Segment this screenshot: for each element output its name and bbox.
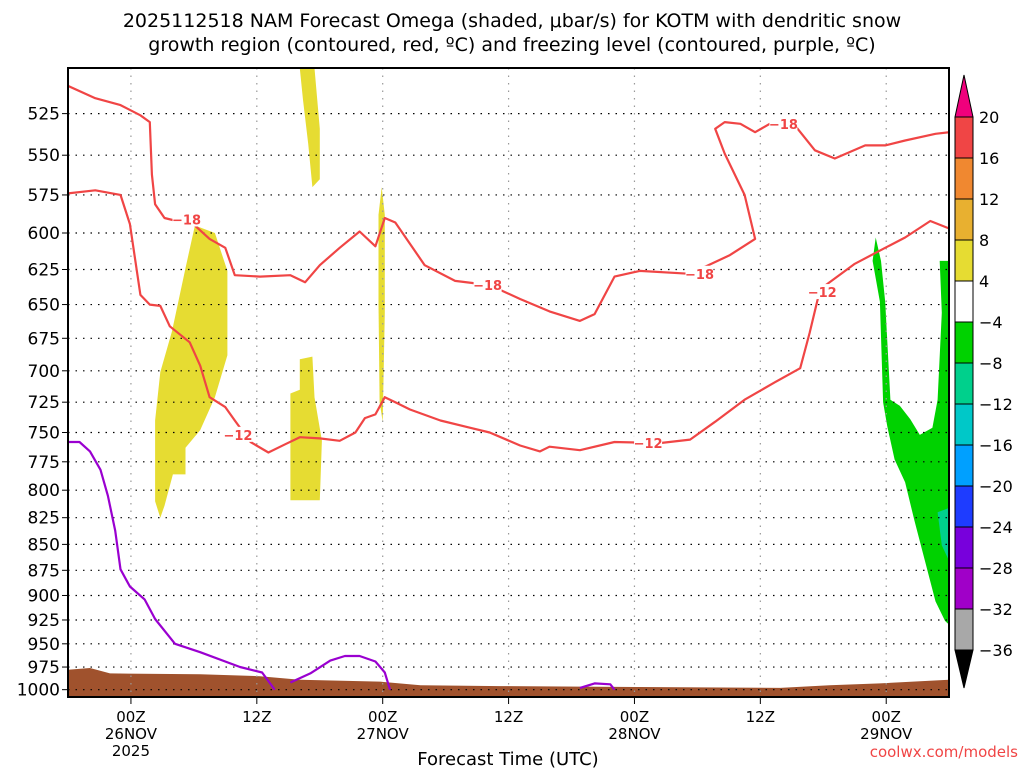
y-tick-label: 550 [28,146,60,166]
contour-label-bg [769,115,798,131]
contour-label-bg [634,435,663,451]
contour-label: −12 [223,429,252,444]
colorbar-swatch [954,321,974,364]
contour-label: −18 [685,268,714,283]
credit-text: coolwx.com/models [870,743,1018,761]
colorbar-label: −12 [979,395,1013,414]
contour-label: −18 [172,213,201,228]
colorbar-swatch [954,198,974,241]
colorbar-label: −32 [979,600,1013,619]
colorbar: 20 16 12 8 4 −4 −8 −12 −16 −20 −24 −28 −32 −36 [954,74,1013,689]
colorbar-swatch [954,526,974,569]
x-tick-label: 00Z [872,708,901,726]
omega-minus4to8 [872,237,949,625]
chart-title-line1: 2025112518 NAM Forecast Omega (shaded, μ… [122,10,902,32]
omega-4to8-c [290,356,322,501]
colorbar-label: −24 [979,518,1013,537]
y-tick-label: 900 [28,586,60,606]
y-tick-label: 600 [28,224,60,244]
x-tick-label: 12Z [746,708,775,726]
y-tick-label: 825 [28,509,60,529]
colorbar-label: 8 [979,231,989,250]
y-tick-label: 675 [28,329,60,349]
colorbar-label: 4 [979,272,989,291]
colorbar-label: 12 [979,190,999,209]
y-tick-label: 700 [28,362,60,382]
contour-label: −18 [769,118,798,133]
x-axis-label: Forecast Time (UTC) [417,749,598,768]
colorbar-label: −16 [979,436,1013,455]
y-axis: 525 550 575 600 625 650 675 700 725 750 775 800 825 8… [17,105,68,701]
colorbar-label: 20 [979,108,999,127]
y-tick-label: 800 [28,481,60,501]
freezing-level-2-line [289,654,392,691]
y-tick-label: 575 [28,186,60,206]
colorbar-under-triangle [954,649,974,689]
y-tick-label: 1000 [17,681,60,701]
colorbar-label: −8 [979,354,1003,373]
y-tick-label: 525 [28,105,60,125]
freezing-level-3-line [579,682,616,691]
colorbar-swatch [954,444,974,487]
x-tick-label: 00Z [368,708,397,726]
colorbar-swatch [954,608,974,651]
contour-label-bg [172,211,201,227]
omega-4to8-b [299,68,320,188]
colorbar-swatch [954,485,974,528]
y-tick-label: 725 [28,393,60,413]
x-tick-label: 00Z [116,708,145,726]
colorbar-swatch [954,239,974,282]
y-tick-label: 975 [28,658,60,678]
omega-4to8-d [378,187,385,422]
x-tick-label: 28NOV [608,725,661,743]
y-tick-label: 950 [28,635,60,655]
x-tick-label: 29NOV [860,725,913,743]
freezing-level-1-line [68,440,276,691]
chart-title-line2: growth region (contoured, red, ºC) and f… [148,34,876,56]
x-tick-label: 12Z [242,708,271,726]
contour-label-bg [685,265,714,281]
x-tick-label: 12Z [494,708,523,726]
omega-shading [155,68,949,625]
colorbar-over-triangle [954,74,974,118]
colorbar-swatch [954,157,974,200]
colorbar-swatch [954,567,974,610]
y-tick-label: 650 [28,296,60,316]
colorbar-label: −20 [979,477,1013,496]
y-tick-label: 850 [28,535,60,555]
y-tick-label: 625 [28,260,60,280]
x-tick-label: 27NOV [357,725,410,743]
y-tick-label: 875 [28,561,60,581]
dgz-minus12-line [68,189,949,454]
colorbar-swatch [954,116,974,159]
x-tick-label: 00Z [620,708,649,726]
colorbar-swatch [954,362,974,405]
x-tick-label: 2025 [112,742,150,760]
contour-label: −12 [808,286,837,301]
y-tick-label: 775 [28,453,60,473]
colorbar-swatch [954,403,974,446]
contour-label-bg [223,426,252,442]
y-tick-label: 925 [28,611,60,631]
contour-label-bg [808,284,837,300]
colorbar-label: 16 [979,149,999,168]
omega-minus8to12 [937,507,949,561]
y-tick-label: 750 [28,423,60,443]
colorbar-swatch [954,280,974,323]
contour-label: −12 [634,437,663,452]
contour-labels: −18 −18 −18 −18 −12 −12 −12 [172,115,837,452]
colorbar-label: −4 [979,313,1003,332]
x-tick-label: 26NOV [105,725,158,743]
colorbar-label: −28 [979,559,1013,578]
omega-4to8-a [155,225,228,518]
colorbar-label: −36 [979,641,1013,660]
contour-label-bg [473,277,502,293]
contour-label: −18 [473,279,502,294]
